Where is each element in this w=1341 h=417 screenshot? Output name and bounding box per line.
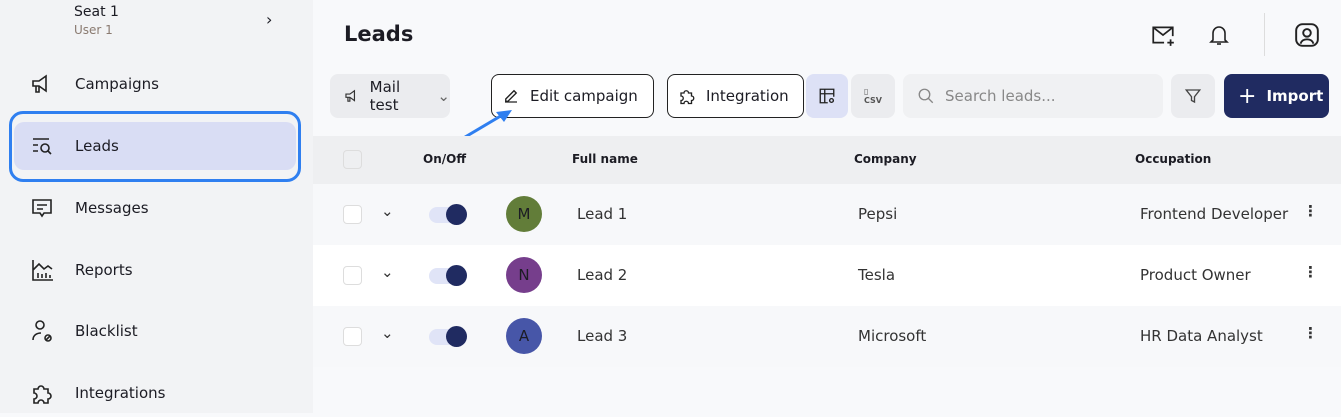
highlight-annotation [9, 111, 301, 182]
table-settings-icon [819, 88, 835, 104]
sidebar-item-campaigns[interactable]: Campaigns [14, 60, 296, 108]
table-row[interactable]: ⌄ A Lead 3 Microsoft HR Data Analyst ⋮ [313, 306, 1341, 367]
lead-name[interactable]: Lead 3 [577, 327, 628, 345]
lead-name[interactable]: Lead 1 [577, 205, 628, 223]
megaphone-icon [32, 74, 47, 93]
chart-icon [32, 260, 53, 281]
lead-occupation: Product Owner [1140, 266, 1251, 284]
user-profile-icon[interactable] [1294, 22, 1320, 48]
edit-campaign-button[interactable]: Edit campaign [491, 74, 654, 118]
select-all-checkbox[interactable] [343, 150, 362, 169]
main-content: Leads Mail test ⌄ Edit campaign Integrat… [313, 0, 1341, 413]
sidebar-item-integrations[interactable]: Integrations [14, 369, 296, 417]
integration-button[interactable]: Integration [667, 74, 804, 118]
table-row[interactable]: ⌄ N Lead 2 Tesla Product Owner ⋮ [313, 245, 1341, 306]
column-header: Full name [572, 152, 638, 166]
sidebar: Seat 1 User 1 › Campaigns Leads Messages… [0, 0, 313, 413]
lead-toggle[interactable] [429, 265, 467, 286]
csv-file-icon: ▯ CSV [864, 87, 882, 105]
lead-company: Microsoft [858, 327, 927, 345]
divider [1264, 13, 1265, 56]
lead-occupation: HR Data Analyst [1140, 327, 1263, 345]
user-block-icon [32, 320, 52, 342]
mail-add-icon[interactable] [1150, 22, 1176, 48]
column-header: Occupation [1135, 152, 1212, 166]
lead-company: Tesla [858, 266, 896, 284]
avatar: N [506, 257, 542, 293]
row-checkbox[interactable] [343, 327, 362, 346]
lead-toggle[interactable] [429, 204, 467, 225]
campaign-select[interactable]: Mail test ⌄ [330, 74, 450, 118]
column-header: Company [854, 152, 917, 166]
search-icon [918, 88, 934, 104]
more-options-icon[interactable]: ⋮ [1303, 324, 1318, 342]
search-input[interactable]: Search leads... [903, 74, 1163, 118]
list-search-icon [33, 138, 52, 155]
lead-occupation: Frontend Developer [1140, 205, 1289, 223]
column-header: On/Off [423, 152, 467, 166]
plus-icon: + [1238, 83, 1257, 109]
lead-name[interactable]: Lead 2 [577, 266, 628, 284]
chevron-down-icon: ⌄ [437, 87, 450, 105]
page-title: Leads [344, 22, 414, 46]
avatar: M [506, 196, 542, 232]
row-checkbox[interactable] [343, 266, 362, 285]
puzzle-icon [680, 90, 695, 105]
table-row[interactable]: ⌄ M Lead 1 Pepsi Frontend Developer ⋮ [313, 184, 1341, 245]
lead-company: Pepsi [858, 205, 898, 223]
puzzle-icon [33, 385, 52, 404]
expand-chevron-icon[interactable]: ⌄ [381, 263, 394, 281]
megaphone-icon [345, 89, 356, 102]
sidebar-item-blacklist[interactable]: Blacklist [14, 307, 296, 355]
expand-chevron-icon[interactable]: ⌄ [381, 324, 394, 342]
table-settings-button[interactable] [806, 74, 848, 118]
table-header: On/Off Full name Company Occupation [313, 136, 1341, 184]
message-icon [32, 199, 52, 218]
sidebar-item-messages[interactable]: Messages [14, 184, 296, 232]
lead-toggle[interactable] [429, 326, 467, 347]
edit-icon [505, 89, 518, 103]
more-options-icon[interactable]: ⋮ [1303, 263, 1318, 281]
chevron-right-icon[interactable]: › [266, 10, 273, 29]
csv-export-button[interactable]: ▯ CSV [851, 74, 895, 118]
seat-title: Seat 1 [74, 4, 119, 20]
sidebar-item-leads[interactable]: Leads [14, 122, 296, 170]
row-checkbox[interactable] [343, 205, 362, 224]
bell-icon[interactable] [1207, 22, 1231, 48]
sidebar-item-reports[interactable]: Reports [14, 246, 296, 294]
filter-icon [1184, 89, 1202, 104]
filter-button[interactable] [1171, 74, 1215, 118]
seat-user: User 1 [74, 23, 113, 37]
more-options-icon[interactable]: ⋮ [1303, 202, 1318, 220]
expand-chevron-icon[interactable]: ⌄ [381, 202, 394, 220]
avatar: A [506, 318, 542, 354]
seat-selector[interactable]: Seat 1 User 1 [74, 4, 119, 37]
import-button[interactable]: + Import [1224, 74, 1329, 118]
